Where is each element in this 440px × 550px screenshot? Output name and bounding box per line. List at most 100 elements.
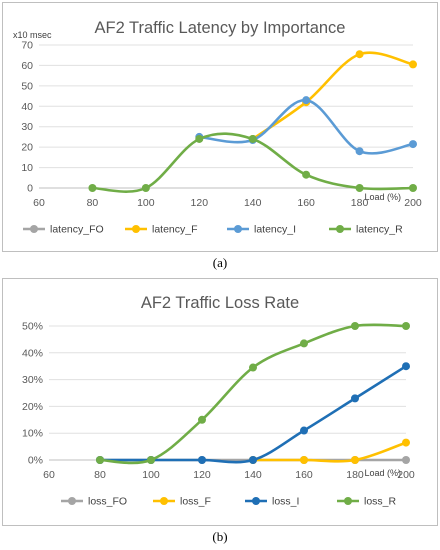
data-point-loss_I bbox=[351, 394, 359, 403]
legend-item-latency_FO: latency_FO bbox=[23, 224, 104, 236]
legend-swatch-marker bbox=[344, 497, 352, 505]
panel-label-b: (b) bbox=[212, 529, 228, 544]
legend-swatch-marker bbox=[30, 225, 38, 233]
data-point-loss_R bbox=[402, 322, 410, 330]
data-point-latency_F bbox=[409, 60, 417, 69]
y-tick-label: 60 bbox=[21, 60, 33, 72]
data-point-loss_I bbox=[198, 456, 206, 464]
legend-label: loss_F bbox=[180, 496, 211, 508]
data-point-loss_R bbox=[249, 363, 257, 372]
x-tick-label: 160 bbox=[295, 469, 313, 481]
x-axis-label: Load (%) bbox=[364, 192, 401, 202]
data-point-loss_R bbox=[300, 339, 308, 348]
panel-label-a: (a) bbox=[212, 255, 228, 270]
legend-label: loss_I bbox=[272, 496, 299, 508]
chart-title: AF2 Traffic Latency by Importance bbox=[95, 19, 346, 37]
legend-label: latency_I bbox=[254, 224, 296, 236]
data-point-loss_FO bbox=[402, 456, 410, 464]
data-point-latency_R bbox=[302, 170, 311, 179]
legend-swatch-marker bbox=[336, 225, 344, 233]
data-point-loss_F bbox=[351, 456, 359, 464]
x-tick-label: 100 bbox=[142, 469, 160, 481]
legend-swatch-marker bbox=[160, 497, 168, 505]
y-tick-label: 50% bbox=[22, 321, 43, 333]
y-tick-label: 10 bbox=[21, 162, 33, 174]
latency-chart-frame: AF2 Traffic Latency by Importance x10 ms… bbox=[2, 2, 438, 252]
data-point-loss_I bbox=[402, 362, 410, 371]
legend-item-loss_FO: loss_FO bbox=[61, 496, 127, 508]
legend: loss_FO loss_F loss_I loss_R bbox=[61, 496, 397, 508]
x-tick-label: 200 bbox=[397, 469, 415, 481]
data-point-latency_F bbox=[355, 50, 364, 59]
y-tick-label: 50 bbox=[21, 80, 33, 92]
x-tick-label: 180 bbox=[346, 469, 364, 481]
y-tick-label: 40% bbox=[22, 347, 43, 359]
legend-label: latency_F bbox=[152, 224, 198, 236]
chart-title: AF2 Traffic Loss Rate bbox=[141, 294, 299, 312]
legend-item-loss_F: loss_F bbox=[153, 496, 211, 508]
data-point-loss_F bbox=[300, 456, 308, 464]
legend-item-loss_I: loss_I bbox=[245, 496, 299, 508]
data-point-loss_I bbox=[249, 456, 257, 464]
data-point-latency_R bbox=[141, 184, 150, 192]
data-point-loss_I bbox=[300, 426, 308, 435]
y-tick-label: 20 bbox=[21, 142, 33, 154]
legend-item-latency_F: latency_F bbox=[125, 224, 198, 236]
data-point-loss_R bbox=[198, 415, 206, 424]
legend-label: latency_R bbox=[356, 224, 403, 236]
y-tick-label: 70 bbox=[21, 40, 33, 52]
legend-label: loss_R bbox=[364, 496, 397, 508]
data-point-latency_R bbox=[88, 184, 97, 192]
legend: latency_FO latency_F latency_I latency_R bbox=[23, 224, 403, 236]
data-point-latency_I bbox=[355, 147, 364, 156]
x-tick-label: 140 bbox=[244, 469, 262, 481]
y-tick-label: 0 bbox=[27, 183, 33, 195]
data-point-loss_R bbox=[351, 322, 359, 330]
legend-swatch-marker bbox=[252, 497, 260, 505]
x-axis-label: Load (%) bbox=[364, 468, 401, 478]
legend-item-loss_R: loss_R bbox=[337, 496, 397, 508]
legend-item-latency_I: latency_I bbox=[227, 224, 296, 236]
latency-chart: AF2 Traffic Latency by Importance x10 ms… bbox=[13, 19, 422, 236]
series-line-loss_F bbox=[251, 441, 408, 463]
x-tick-label: 80 bbox=[87, 197, 99, 209]
data-point-latency_R bbox=[409, 184, 417, 192]
x-tick-label: 60 bbox=[43, 469, 55, 481]
y-tick-label: 0% bbox=[28, 455, 43, 467]
data-point-latency_R bbox=[248, 134, 257, 143]
x-tick-label: 80 bbox=[94, 469, 106, 481]
y-tick-label: 10% bbox=[22, 428, 43, 440]
data-point-latency_I bbox=[409, 140, 417, 149]
y-tick-label: 40 bbox=[21, 101, 33, 113]
y-tick-label: 20% bbox=[22, 401, 43, 413]
data-point-loss_F bbox=[402, 438, 410, 447]
x-tick-label: 60 bbox=[33, 197, 45, 209]
legend-swatch-marker bbox=[68, 497, 76, 505]
x-tick-label: 120 bbox=[191, 197, 209, 209]
series-line-latency_F bbox=[251, 51, 415, 141]
data-point-latency_I bbox=[302, 96, 311, 105]
y-axis-label: x10 msec bbox=[13, 30, 52, 40]
legend-swatch-marker bbox=[132, 225, 140, 233]
data-point-latency_R bbox=[195, 134, 204, 143]
x-tick-label: 140 bbox=[244, 197, 262, 209]
x-tick-label: 120 bbox=[193, 469, 211, 481]
y-tick-label: 30% bbox=[22, 374, 43, 386]
loss-chart-frame: AF2 Traffic Loss Rate Load (%) 0% 10% 20% 3… bbox=[2, 278, 438, 526]
series-loss_R bbox=[96, 322, 410, 465]
series-latency_F bbox=[248, 50, 417, 143]
legend-item-latency_R: latency_R bbox=[329, 224, 403, 236]
data-point-loss_R bbox=[147, 456, 155, 464]
loss-chart: AF2 Traffic Loss Rate Load (%) 0% 10% 20% 3… bbox=[22, 294, 415, 508]
data-point-latency_R bbox=[355, 184, 364, 192]
y-tick-label: 30 bbox=[21, 121, 33, 133]
x-tick-label: 100 bbox=[137, 197, 155, 209]
series-latency_R bbox=[88, 132, 417, 193]
legend-swatch-marker bbox=[234, 225, 242, 233]
x-tick-label: 160 bbox=[297, 197, 315, 209]
x-tick-label: 200 bbox=[404, 197, 422, 209]
x-tick-label: 180 bbox=[351, 197, 369, 209]
series-line-loss_I bbox=[98, 364, 408, 464]
legend-label: loss_FO bbox=[88, 496, 127, 508]
legend-label: latency_FO bbox=[50, 224, 104, 236]
